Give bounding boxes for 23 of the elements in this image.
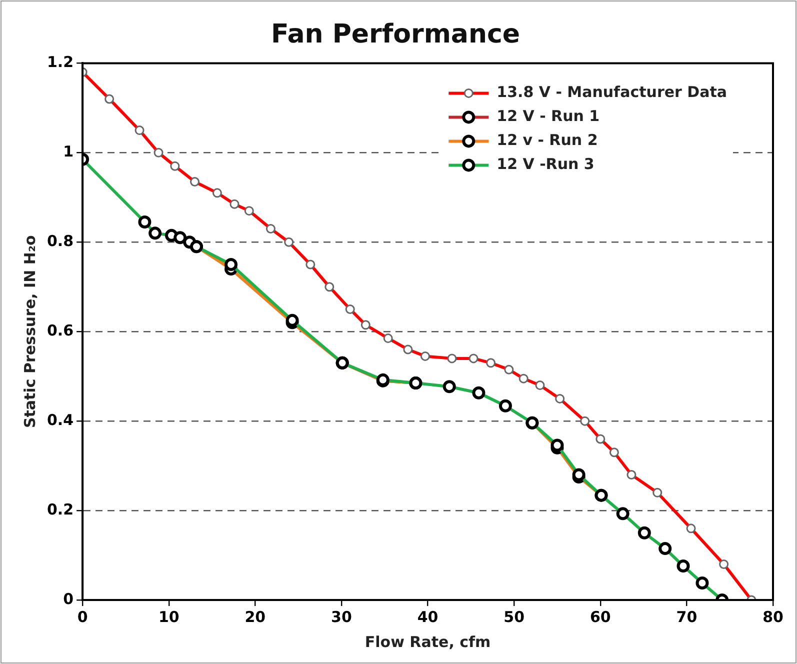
y-tick-label: 1	[63, 142, 74, 161]
y-tick-label: 0.8	[46, 232, 74, 250]
legend-label: 12 v - Run 2	[496, 131, 598, 150]
y-tick-label: 0.4	[46, 410, 74, 429]
x-tick-label: 20	[244, 608, 266, 626]
y-tick-label: 0.2	[46, 500, 74, 518]
x-tick-label: 40	[417, 608, 438, 626]
legend-label: 12 V - Run 1	[496, 107, 600, 126]
x-tick-label: 80	[762, 608, 784, 626]
y-axis-title: Static Pressure, IN H₂o	[20, 235, 39, 428]
legend-label: 13.8 V - Manufacturer Data	[496, 83, 728, 102]
y-tick-label: 0	[63, 590, 74, 608]
x-tick-label: 70	[676, 608, 698, 626]
x-tick-label: 30	[331, 608, 352, 626]
y-tick-label: 0.6	[46, 321, 74, 340]
x-tick-label: 0	[77, 608, 88, 626]
chart-title: Fan Performance	[270, 19, 520, 50]
x-tick-label: 50	[504, 608, 525, 626]
x-axis-title: Flow Rate, cfm	[364, 632, 491, 651]
y-tick-label: 1.2	[46, 53, 74, 72]
legend-label: 12 V -Run 3	[496, 155, 594, 174]
x-tick-label: 60	[590, 608, 611, 626]
x-tick-label: 10	[158, 608, 180, 626]
